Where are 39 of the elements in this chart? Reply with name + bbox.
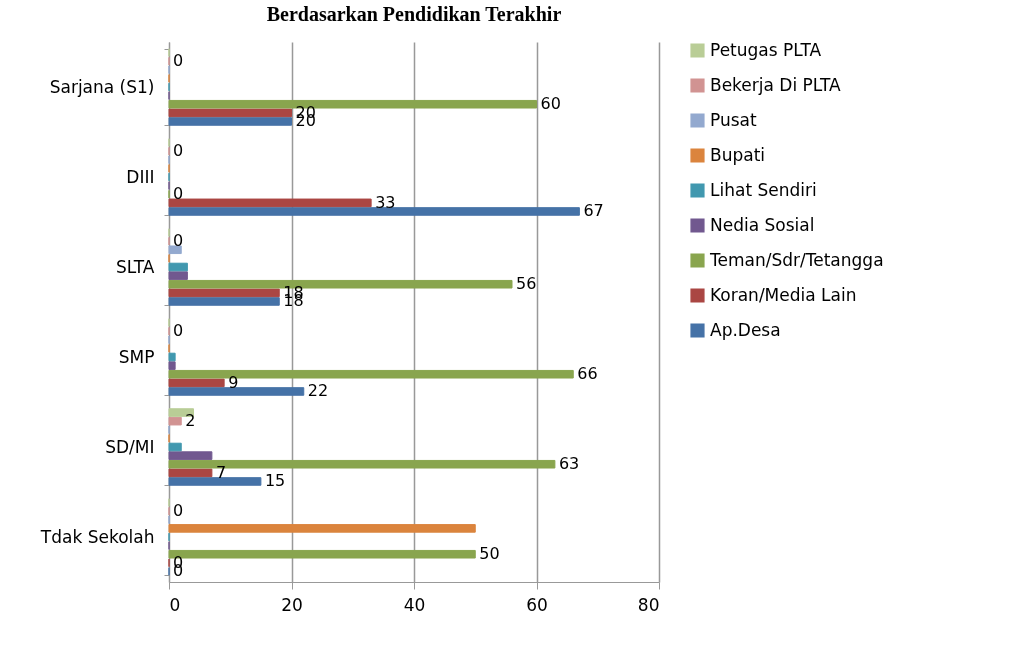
x-tick-label: 20 [281,594,303,615]
data-label: 9 [228,372,239,392]
data-label: 0 [173,231,184,251]
data-label: 60 [540,94,561,114]
x-tick-label: 60 [526,594,548,615]
legend-label: Ap.Desa [710,319,781,340]
data-label: 0 [173,184,184,204]
legend-label: Pusat [710,109,757,130]
data-label: 67 [583,201,604,221]
data-label: 63 [558,454,580,474]
legend-label: Koran/Media Lain [710,284,857,305]
data-label: 66 [577,364,598,384]
data-label: 15 [264,471,286,491]
legend-label: Nedia Sosial [710,214,815,235]
y-tick-label: SMP [118,346,155,367]
data-label: 50 [479,544,500,564]
chart-title: Berdasarkan Pendidikan Terakhir [266,3,562,25]
y-tick-label: Sarjana (S1) [49,76,155,97]
data-label: 56 [516,274,537,294]
data-label: 0 [173,321,184,341]
data-label: 0 [173,141,184,161]
y-tick-label: SLTA [115,256,155,277]
legend-label: Petugas PLTA [710,39,822,60]
data-label: 22 [307,381,329,401]
data-label: 0 [173,51,184,71]
y-tick-label: SD/MI [105,436,155,457]
x-tick-label: 40 [403,594,426,615]
data-label: 0 [173,501,184,521]
legend-label: Bupati [710,144,766,165]
y-tick-label: Tdak Sekolah [39,526,155,547]
data-label: 7 [215,462,227,482]
legend-label: Teman/Sdr/Tetangga [709,249,884,270]
x-tick-label: 0 [169,594,181,615]
data-label: 2 [185,411,196,431]
y-tick-label: DIII [126,166,155,187]
legend-label: Bekerja Di PLTA [710,74,842,95]
x-tick-label: 80 [637,594,660,615]
legend-label: Lihat Sendiri [710,179,817,200]
data-label: 33 [375,192,396,212]
